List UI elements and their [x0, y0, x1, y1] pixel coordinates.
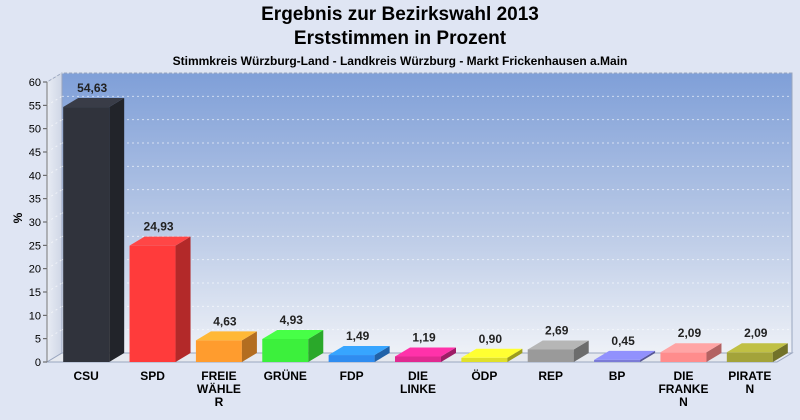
- bar-top: [527, 340, 589, 350]
- bar-front: [527, 349, 574, 362]
- y-tick-label: 25: [29, 240, 41, 252]
- bar-front: [395, 356, 441, 362]
- bar-front: [262, 338, 309, 362]
- bar-front: [63, 107, 110, 362]
- plot-side-wall: [46, 72, 63, 363]
- bar: [195, 331, 257, 362]
- x-tick-label: GRÜNE: [264, 368, 307, 383]
- y-tick-label: 45: [29, 147, 41, 159]
- y-tick-label: 5: [35, 334, 41, 346]
- x-tick-label: PIRATE N: [728, 369, 771, 396]
- bar-front: [594, 359, 641, 362]
- bar: [726, 343, 788, 362]
- bar-front: [461, 357, 508, 362]
- bar-top: [594, 350, 656, 360]
- bar-top: [461, 348, 523, 358]
- bar-top: [660, 343, 722, 353]
- bar: [395, 347, 456, 362]
- bar-top: [195, 331, 257, 341]
- bar-top: [726, 343, 788, 353]
- chart-title: Ergebnis zur Bezirkswahl 2013: [261, 4, 539, 25]
- bar-side: [772, 343, 788, 362]
- bar-top: [63, 98, 125, 108]
- bar-side: [241, 331, 257, 362]
- y-tick-label: 10: [29, 310, 41, 322]
- x-tick-label: CSU: [74, 369, 99, 383]
- x-tick-label: FREIE WÄHLE R: [197, 369, 241, 409]
- y-tick-label: 0: [35, 357, 41, 369]
- chart-subtitle: Stimmkreis Würzburg-Land - Landkreis Wür…: [172, 54, 628, 68]
- x-tick-label: DIE FRANKE N: [658, 369, 708, 409]
- bar-side: [374, 346, 390, 362]
- bar-side: [308, 329, 324, 362]
- bar-front: [328, 355, 375, 362]
- data-label: 1,19: [412, 330, 436, 344]
- data-label: 4,63: [213, 314, 237, 328]
- bar: [63, 98, 125, 362]
- bar: [527, 340, 589, 362]
- y-tick-label: 40: [29, 170, 41, 182]
- y-tick-label: 50: [29, 124, 41, 136]
- bar-front: [129, 245, 176, 362]
- y-tick-label: 20: [29, 264, 41, 276]
- bar-side: [573, 340, 589, 362]
- bar-front: [726, 352, 773, 362]
- x-tick-label: SPD: [140, 369, 165, 383]
- y-tick-label: 30: [29, 217, 41, 229]
- bar: [328, 346, 390, 362]
- y-axis-label: %: [11, 212, 25, 223]
- y-tick-label: 35: [29, 194, 41, 206]
- x-tick-label: BP: [609, 369, 626, 383]
- bar: [660, 343, 722, 362]
- bar: [461, 348, 523, 362]
- bar-top: [328, 346, 390, 356]
- data-label: 0,45: [611, 334, 635, 348]
- x-tick-label: REP: [538, 369, 563, 383]
- y-tick-label: 60: [29, 77, 41, 89]
- data-label: 2,69: [545, 323, 569, 337]
- bar-top: [395, 347, 456, 357]
- bar-top: [262, 329, 324, 339]
- data-label: 54,63: [77, 81, 107, 95]
- bar-front: [195, 340, 242, 362]
- bar-side: [706, 343, 722, 362]
- bar-front: [660, 352, 707, 362]
- bar-top: [129, 236, 191, 246]
- data-label: 4,93: [280, 313, 304, 327]
- data-label: 24,93: [144, 220, 174, 234]
- bar: [594, 350, 656, 362]
- bar-side: [441, 347, 456, 362]
- y-tick-label: 15: [29, 287, 41, 299]
- data-label: 2,09: [744, 326, 768, 340]
- bar-side: [175, 236, 191, 362]
- bar-side: [109, 98, 125, 362]
- bar-side: [507, 348, 523, 362]
- bar-side: [640, 350, 656, 362]
- data-label: 2,09: [678, 326, 702, 340]
- x-tick-label: DIE LINKE: [400, 369, 436, 396]
- chart-title-line2: Erststimmen in Prozent: [293, 28, 507, 49]
- x-tick-label: FDP: [340, 369, 364, 383]
- bar: [262, 329, 324, 362]
- x-tick-label: ÖDP: [471, 368, 497, 383]
- bar: [129, 236, 191, 362]
- y-tick-label: 55: [29, 100, 41, 112]
- data-label: 0,90: [479, 332, 503, 346]
- data-label: 1,49: [346, 329, 370, 343]
